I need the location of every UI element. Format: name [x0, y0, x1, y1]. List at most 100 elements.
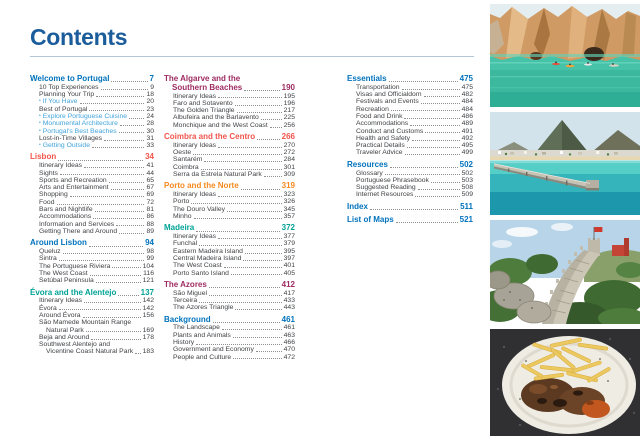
- toc-section[interactable]: Évora and the Alentejo 137: [30, 287, 154, 298]
- toc-item[interactable]: Planning Your Trip 18: [30, 91, 154, 98]
- toc-section[interactable]: List of Maps 521: [347, 215, 473, 225]
- toc-item[interactable]: Bars and Nightlife 81: [30, 206, 154, 213]
- toc-item[interactable]: Conduct and Customs 491: [347, 128, 473, 135]
- toc-item[interactable]: 10 Top Experiences 9: [30, 84, 154, 91]
- toc-section[interactable]: Around Lisbon 94: [30, 238, 154, 248]
- toc-item[interactable]: Information and Services 88: [30, 221, 154, 228]
- toc-item[interactable]: Accommodations 489: [347, 120, 473, 127]
- toc-item[interactable]: Itinerary Ideas 377: [164, 233, 295, 240]
- entry-label: 10 Top Experiences: [39, 83, 99, 91]
- entry-label: Porto Santo Island: [173, 269, 229, 277]
- toc-item[interactable]: Internet Resources 509: [347, 191, 473, 198]
- toc-item[interactable]: • If You Have 20: [30, 98, 154, 105]
- toc-item[interactable]: São Mamede Mountain Range: [30, 319, 154, 326]
- toc-item[interactable]: Suggested Reading 508: [347, 184, 473, 191]
- toc-item[interactable]: The West Coast 116: [30, 270, 154, 277]
- toc-section[interactable]: Porto and the Norte 319: [164, 182, 295, 191]
- toc-item[interactable]: Food and Drink 486: [347, 113, 473, 120]
- toc-item[interactable]: Food 72: [30, 199, 154, 206]
- toc-item[interactable]: Itinerary Ideas 270: [164, 142, 295, 149]
- toc-item[interactable]: The Landscape 461: [164, 324, 295, 331]
- leader-dots: [243, 259, 282, 261]
- toc-item[interactable]: • Portugal's Best Beaches 30: [30, 128, 154, 135]
- toc-item[interactable]: Sports and Recreation 65: [30, 177, 154, 184]
- toc-item[interactable]: • Explore Portuguese Cuisine 24: [30, 113, 154, 120]
- toc-item[interactable]: Itinerary Ideas 41: [30, 162, 154, 169]
- entry-label: The Azores: [164, 279, 207, 289]
- page-number: 433: [283, 297, 295, 305]
- toc-section[interactable]: Resources 502: [347, 160, 473, 170]
- leader-dots: [196, 343, 282, 345]
- toc-item[interactable]: Santarém 284: [164, 156, 295, 163]
- toc-item[interactable]: Sights 44: [30, 170, 154, 177]
- leader-dots: [92, 146, 145, 148]
- toc-item[interactable]: Sintra 99: [30, 255, 154, 262]
- page-number: 23: [146, 105, 154, 113]
- toc-item[interactable]: Practical Details 495: [347, 142, 473, 149]
- toc-item[interactable]: The Portuguese Riviera 104: [30, 263, 154, 270]
- toc-item[interactable]: Traveler Advice 499: [347, 149, 473, 156]
- toc-section[interactable]: Coimbra and the Centro 266: [164, 132, 295, 142]
- toc-item[interactable]: The Azores Triangle 443: [164, 304, 295, 311]
- toc-item[interactable]: Around Évora 156: [30, 312, 154, 319]
- toc-item[interactable]: Vicentine Coast Natural Park 183: [30, 348, 154, 355]
- toc-item[interactable]: Évora 142: [30, 305, 154, 312]
- toc-item[interactable]: The Golden Triangle 217: [164, 107, 295, 114]
- toc-section[interactable]: The Algarve and the: [164, 74, 295, 84]
- entry-label: Évora and the Alentejo: [30, 287, 117, 297]
- toc-item[interactable]: • Getting Outside 33: [30, 142, 154, 149]
- toc-item[interactable]: Setúbal Peninsula 121: [30, 277, 154, 284]
- toc-section[interactable]: Southern Beaches 190: [164, 83, 295, 93]
- toc-item[interactable]: Terceira 433: [164, 297, 295, 304]
- toc-item[interactable]: History 466: [164, 339, 295, 346]
- toc-item[interactable]: People and Culture 472: [164, 354, 295, 361]
- toc-item[interactable]: São Miguel 417: [164, 290, 295, 297]
- toc-item[interactable]: Lost-in-Time Villages 31: [30, 135, 154, 142]
- toc-item[interactable]: Arts and Entertainment 67: [30, 184, 154, 191]
- toc-item[interactable]: Monchique and the West Coast 256: [164, 122, 295, 129]
- toc-item[interactable]: Shopping 69: [30, 191, 154, 198]
- toc-item[interactable]: Itinerary Ideas 323: [164, 191, 295, 198]
- toc-item[interactable]: Porto Santo Island 405: [164, 270, 295, 277]
- toc-item[interactable]: Serra da Estrela Natural Park 309: [164, 171, 295, 178]
- toc-item[interactable]: Minho 357: [164, 213, 295, 220]
- toc-item[interactable]: Visas and Officialdom 482: [347, 91, 473, 98]
- toc-item[interactable]: • Monumental Architecture 28: [30, 120, 154, 127]
- toc-item[interactable]: Transportation 475: [347, 84, 473, 91]
- toc-item[interactable]: Central Madeira Island 397: [164, 255, 295, 262]
- toc-item[interactable]: Southwest Alentejo and: [30, 341, 154, 348]
- toc-item[interactable]: Porto 326: [164, 198, 295, 205]
- toc-section[interactable]: Index 511: [347, 202, 473, 212]
- toc-item[interactable]: Getting There and Around 89: [30, 228, 154, 235]
- page-number: 28: [146, 120, 154, 128]
- toc-item[interactable]: The West Coast 401: [164, 262, 295, 269]
- toc-item[interactable]: Best of Portugal 23: [30, 106, 154, 113]
- toc-item[interactable]: Coimbra 301: [164, 164, 295, 171]
- toc-item[interactable]: The Douro Valley 345: [164, 206, 295, 213]
- toc-section[interactable]: The Azores 412: [164, 279, 295, 290]
- toc-item[interactable]: Health and Safety 492: [347, 135, 473, 142]
- toc-section[interactable]: Welcome to Portugal 7: [30, 74, 154, 84]
- toc-item[interactable]: Natural Park 169: [30, 327, 154, 334]
- toc-item[interactable]: Government and Economy 470: [164, 346, 295, 353]
- toc-item[interactable]: Albufeira and the Barlavento 225: [164, 114, 295, 121]
- toc-item[interactable]: Portuguese Phrasebook 503: [347, 177, 473, 184]
- toc-section[interactable]: Essentials 475: [347, 74, 473, 84]
- toc-item[interactable]: Festivals and Events 484: [347, 98, 473, 105]
- toc-item[interactable]: Itinerary Ideas 195: [164, 93, 295, 100]
- toc-item[interactable]: Itinerary Ideas 142: [30, 297, 154, 304]
- toc-section[interactable]: Madeira 372: [164, 224, 295, 233]
- toc-item[interactable]: Oeste 272: [164, 149, 295, 156]
- toc-item[interactable]: Glossary 502: [347, 170, 473, 177]
- toc-item[interactable]: Accommodations 86: [30, 213, 154, 220]
- toc-section[interactable]: Background 461: [164, 315, 295, 325]
- toc-item[interactable]: Faro and Sotavento 196: [164, 100, 295, 107]
- toc-item[interactable]: Beja and Around 178: [30, 334, 154, 341]
- toc-item[interactable]: Queluz 98: [30, 248, 154, 255]
- toc-item[interactable]: Plants and Animals 463: [164, 332, 295, 339]
- toc-item[interactable]: Funchal 379: [164, 240, 295, 247]
- toc-section[interactable]: Lisbon 34: [30, 153, 154, 162]
- toc-item[interactable]: Recreation 484: [347, 106, 473, 113]
- leader-dots: [100, 88, 149, 90]
- toc-item[interactable]: Eastern Madeira Island 395: [164, 248, 295, 255]
